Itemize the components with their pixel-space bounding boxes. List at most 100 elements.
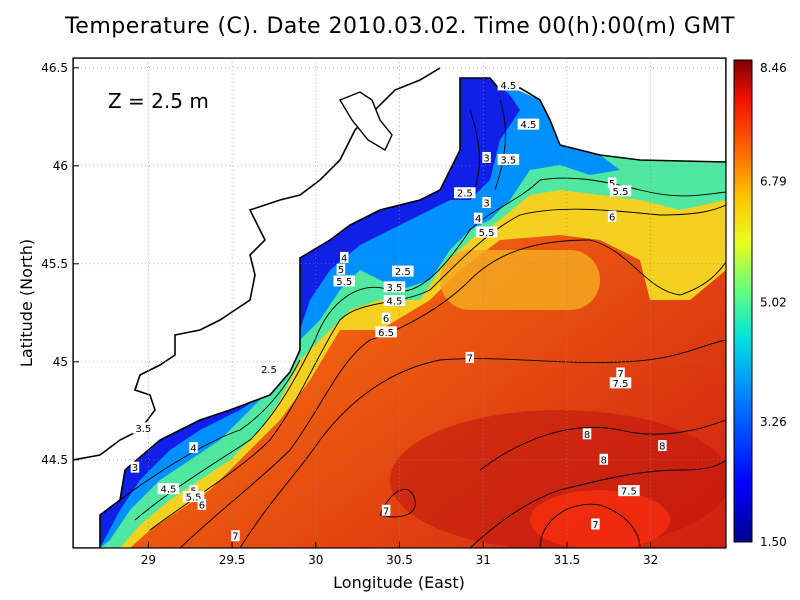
contour-label: 3 xyxy=(483,199,489,210)
contour-label-bg xyxy=(616,367,625,379)
contour-label-bg xyxy=(258,363,280,375)
colorbar-tick-label: 6.79 xyxy=(760,175,787,189)
contour-label: 2.5 xyxy=(457,189,473,200)
contour-label-bg xyxy=(132,422,155,434)
contour-label: 7 xyxy=(617,369,623,380)
contour-label: 8 xyxy=(601,455,607,466)
contour-label: 7 xyxy=(467,353,473,364)
contour-label-bg xyxy=(497,153,520,165)
contour-label: 4.5 xyxy=(520,120,536,131)
coastline-detail xyxy=(73,67,441,461)
y-tick-label: 46 xyxy=(53,159,68,173)
temperature-field xyxy=(73,58,726,548)
contour-label-bg xyxy=(333,275,355,287)
contour-label-bg xyxy=(609,377,632,389)
contour-label-bg xyxy=(607,210,617,222)
contour-label-bg xyxy=(497,79,520,91)
y-tick-label: 45.5 xyxy=(41,257,68,271)
contour-label: 5.5 xyxy=(479,228,495,239)
x-tick-label: 31 xyxy=(476,553,491,567)
contour-label-bg xyxy=(473,212,483,224)
x-tick-label: 32 xyxy=(643,553,658,567)
contour-label-bg xyxy=(182,491,205,503)
contour-label: 7 xyxy=(592,520,598,531)
contour-label: 6 xyxy=(199,500,205,511)
contour-label-bg xyxy=(231,530,240,542)
colorbar-tick-label: 5.02 xyxy=(760,295,787,309)
contour-label-bg xyxy=(381,312,391,324)
contour-labels: 4.54.53 3.52.5345.555.56455.52.53.54.566.… xyxy=(130,79,667,543)
contour-label-bg xyxy=(454,187,476,199)
x-axis-ticks: 29 29.5 30 30.5 31 31.5 32 xyxy=(141,542,658,567)
contour-label-bg xyxy=(609,185,632,197)
contour-label-bg xyxy=(482,197,491,209)
contour-lines xyxy=(119,99,726,548)
contour-label: 7.5 xyxy=(613,379,629,390)
contour-label: 7.5 xyxy=(621,487,637,498)
contour-line xyxy=(149,204,726,531)
contour-label-bg xyxy=(383,295,406,307)
contour-label: 3.5 xyxy=(500,155,516,166)
contour-label-bg xyxy=(599,453,609,465)
contour-line xyxy=(239,339,726,548)
contour-line xyxy=(379,488,416,518)
contour-label-bg xyxy=(591,518,600,530)
y-tick-label: 46.5 xyxy=(41,61,68,75)
sea-patch-light xyxy=(440,250,600,310)
colorbar-tick-label: 1.50 xyxy=(760,535,787,549)
x-tick-label: 30 xyxy=(308,553,323,567)
contour-line xyxy=(494,99,506,191)
land-mask xyxy=(73,58,726,548)
y-axis-label: Latitude (North) xyxy=(17,239,36,367)
x-axis-label: Longitude (East) xyxy=(333,573,465,592)
grid-lines xyxy=(73,58,726,548)
contour-label: 7 xyxy=(383,506,389,517)
contour-label: 3.5 xyxy=(387,283,403,294)
contour-label-bg xyxy=(381,504,391,516)
contour-label: 4.5 xyxy=(387,297,403,308)
contour-label-bg xyxy=(607,177,617,189)
contour-line xyxy=(179,239,726,548)
contour-label: 5.5 xyxy=(186,493,202,504)
sea-field-blue xyxy=(100,78,620,548)
contour-label-bg xyxy=(339,251,349,263)
contour-line xyxy=(469,459,726,548)
sea-field-darkblue xyxy=(100,78,520,548)
contour-label: 8 xyxy=(584,430,590,441)
contour-label-bg xyxy=(482,151,491,163)
contour-line xyxy=(134,177,726,521)
colorbar-tick-label: 3.26 xyxy=(760,415,787,429)
contour-label: 5 xyxy=(609,179,615,190)
contour-label-bg xyxy=(383,281,406,293)
colorbar xyxy=(733,59,753,543)
contour-label: 3 xyxy=(483,153,489,164)
contour-label: 5.5 xyxy=(336,277,352,288)
contour-label-bg xyxy=(392,265,414,277)
contour-label: 8 xyxy=(659,442,665,453)
contour-label-bg xyxy=(157,483,180,495)
y-tick-label: 44.5 xyxy=(41,453,68,467)
contour-label: 3 xyxy=(132,463,138,474)
sea-field-green xyxy=(100,78,726,548)
contour-label: 6.5 xyxy=(378,328,394,339)
contour-label-bg xyxy=(189,485,198,497)
depth-annotation: Z = 2.5 m xyxy=(108,89,209,113)
contour-label: 7 xyxy=(232,532,238,543)
contour-label: 4 xyxy=(190,444,196,455)
colorbar-ticks: 1.50 3.26 5.02 6.79 8.46 xyxy=(760,61,787,549)
chart-title: Temperature (C). Date 2010.03.02. Time 0… xyxy=(65,14,735,39)
contour-label: 5 xyxy=(338,265,344,276)
contour-label: 4 xyxy=(475,214,481,225)
lagoon-outline xyxy=(338,91,393,151)
contour-label-bg xyxy=(189,442,198,454)
contour-label: 6 xyxy=(383,314,389,325)
contour-label: 5.5 xyxy=(613,187,629,198)
contour-label-bg xyxy=(465,351,475,363)
contour-label-bg xyxy=(658,440,667,452)
contour-label-bg xyxy=(197,498,207,510)
contour-label: 4.5 xyxy=(500,81,516,92)
contour-label-bg xyxy=(582,428,592,440)
sea-patch-dark-2 xyxy=(530,490,670,548)
contour-label-bg xyxy=(130,461,140,473)
